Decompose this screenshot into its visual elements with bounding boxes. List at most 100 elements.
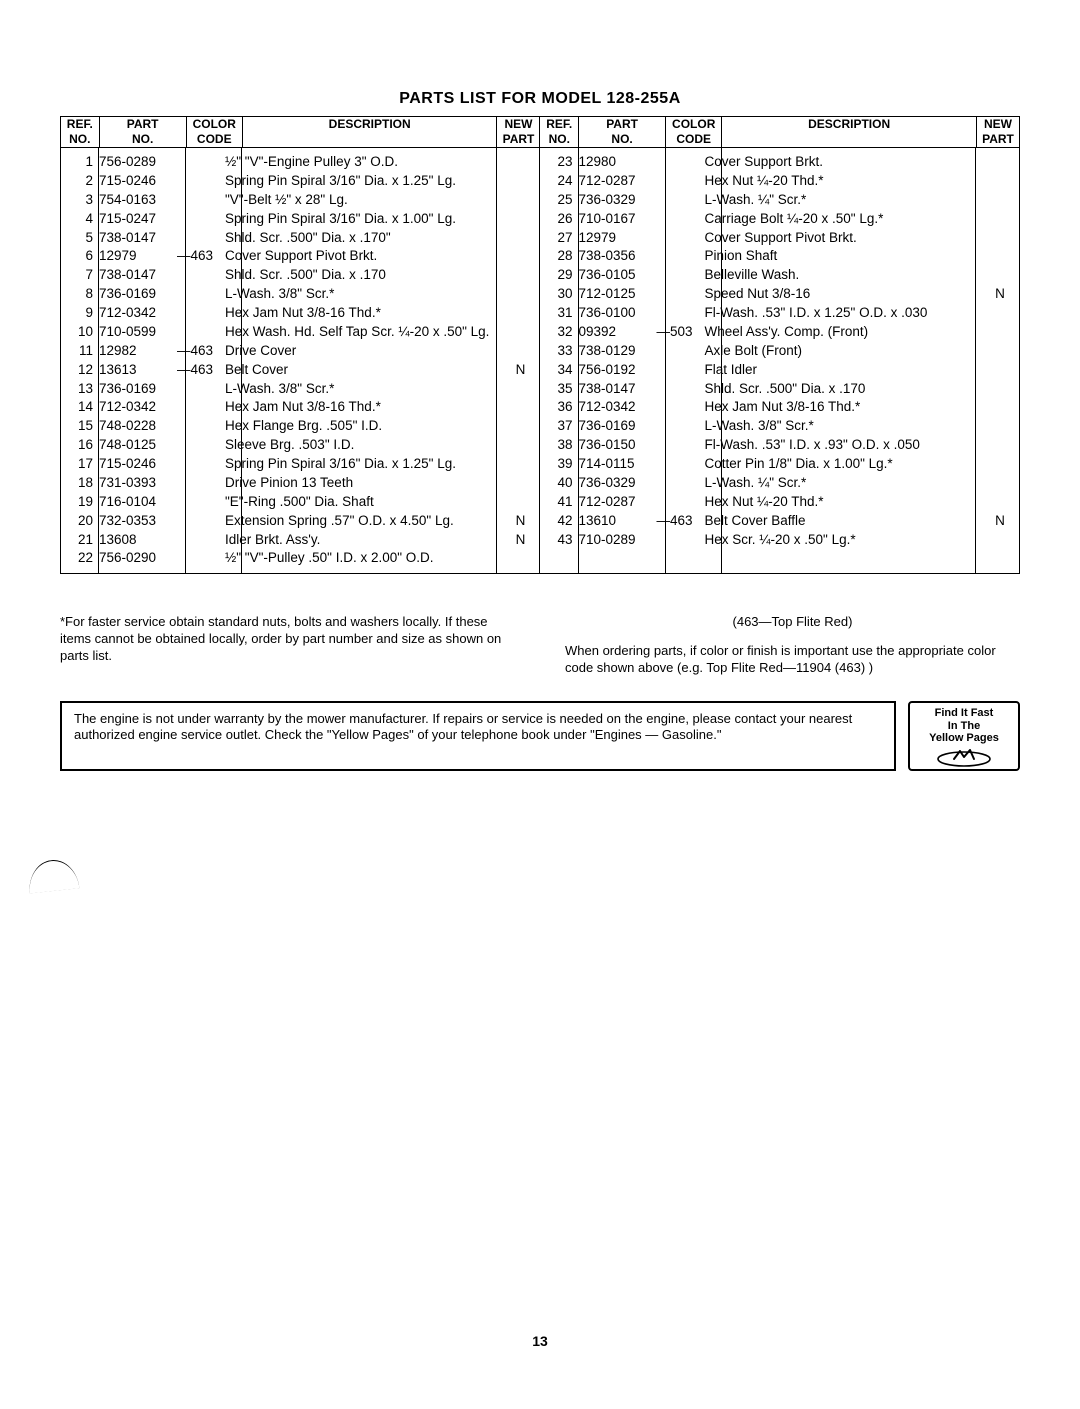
cell-new: [503, 418, 537, 435]
cell-color: [177, 456, 223, 473]
cell-ref: 11: [63, 343, 97, 360]
cell-part: 710-0599: [99, 324, 175, 341]
cell-new: [503, 494, 537, 511]
cell-color: [656, 399, 702, 416]
cell-desc: Wheel Ass'y. Comp. (Front): [704, 324, 981, 341]
cell-desc: Hex Nut ¼-20 Thd.*: [704, 173, 981, 190]
cell-desc: Cover Support Pivot Brkt.: [704, 230, 981, 247]
cell-color: [177, 513, 223, 530]
cell-desc: L-Wash. 3/8" Scr.*: [225, 286, 501, 303]
cell-new: [983, 494, 1017, 511]
cell-desc: Spring Pin Spiral 3/16" Dia. x 1.25" Lg.: [225, 456, 501, 473]
cell-ref: 32: [542, 324, 576, 341]
color-code-note: (463—Top Flite Red): [565, 614, 1020, 631]
yellow-pages-badge: Find It Fast In The Yellow Pages: [908, 701, 1020, 771]
cell-ref: 28: [542, 248, 576, 265]
cell-color: [177, 418, 223, 435]
cell-ref: 5: [63, 230, 97, 247]
cell-ref: 2: [63, 173, 97, 190]
cell-color: [656, 418, 702, 435]
cell-color: [656, 381, 702, 398]
cell-color: [656, 286, 702, 303]
cell-ref: 26: [542, 211, 576, 228]
cell-new: [503, 192, 537, 209]
hdr-ref-1: REF.NO.: [61, 117, 100, 148]
cell-color: [177, 230, 223, 247]
cell-color: [656, 267, 702, 284]
table-row: 15748-0228Hex Flange Brg. .505" I.D.: [63, 418, 537, 435]
cell-ref: 43: [542, 532, 576, 549]
table-row: 16748-0125 Sleeve Brg. .503" I.D.: [63, 437, 537, 454]
cell-new: [983, 381, 1017, 398]
cell-ref: 24: [542, 173, 576, 190]
cell-new: [503, 324, 537, 341]
cell-color: [656, 362, 702, 379]
column-rule: [665, 148, 666, 574]
table-row: 29736-0105Belleville Wash.: [542, 267, 1017, 284]
cell-part: 756-0290: [99, 550, 175, 567]
cell-part: 712-0342: [578, 399, 654, 416]
table-row: 4213610—463Belt Cover BaffleN: [542, 513, 1017, 530]
column-rule: [98, 148, 99, 574]
footnotes: *For faster service obtain standard nuts…: [60, 614, 1020, 677]
cell-color: [656, 248, 702, 265]
cell-new: [503, 343, 537, 360]
cell-ref: 22: [63, 550, 97, 567]
cell-part: 09392: [578, 324, 654, 341]
table-row: 5738-0147Shld. Scr. .500" Dia. x .170": [63, 230, 537, 247]
cell-new: [983, 362, 1017, 379]
cell-desc: Sleeve Brg. .503" I.D.: [225, 437, 501, 454]
cell-color: [656, 192, 702, 209]
table-row: 13736-0169L-Wash. 3/8" Scr.*: [63, 381, 537, 398]
cell-new: [983, 418, 1017, 435]
table-row: 26710-0167Carriage Bolt ¼-20 x .50" Lg.*: [542, 211, 1017, 228]
cell-new: [503, 456, 537, 473]
cell-part: 748-0125: [99, 437, 175, 454]
table-row: 31736-0100Fl-Wash. .53" I.D. x 1.25" O.D…: [542, 305, 1017, 322]
cell-desc: Carriage Bolt ¼-20 x .50" Lg.*: [704, 211, 981, 228]
table-row: 612979—463Cover Support Pivot Brkt.: [63, 248, 537, 265]
cell-color: [177, 154, 223, 171]
hdr-desc-2: DESCRIPTION: [722, 117, 977, 148]
hdr-color-1: COLORCODE: [186, 117, 242, 148]
cell-desc: Shld. Scr. .500" Dia. x .170: [225, 267, 501, 284]
cell-color: [656, 343, 702, 360]
table-row: 40736-0329L-Wash. ¼" Scr.*: [542, 475, 1017, 492]
cell-new: [983, 211, 1017, 228]
cell-color: [656, 532, 702, 549]
cell-desc: Cotter Pin 1/8" Dia. x 1.00" Lg.*: [704, 456, 981, 473]
footnote-right: When ordering parts, if color or finish …: [565, 643, 1020, 677]
column-rule: [496, 148, 497, 574]
table-row: 39714-0115Cotter Pin 1/8" Dia. x 1.00" L…: [542, 456, 1017, 473]
cell-color: [656, 154, 702, 171]
cell-ref: 27: [542, 230, 576, 247]
cell-new: [983, 343, 1017, 360]
cell-desc: Belt Cover: [225, 362, 501, 379]
table-row: 43710-0289Hex Scr. ¼-20 x .50" Lg.*: [542, 532, 1017, 549]
cell-part: 736-0105: [578, 267, 654, 284]
cell-new: [503, 475, 537, 492]
cell-color: [177, 494, 223, 511]
cell-desc: L-Wash. 3/8" Scr.*: [704, 418, 981, 435]
cell-ref: 6: [63, 248, 97, 265]
cell-part: 12980: [578, 154, 654, 171]
cell-part: 12979: [578, 230, 654, 247]
table-row: 25736-0329L-Wash. ¼" Scr.*: [542, 192, 1017, 209]
cell-desc: Hex Jam Nut 3/8-16 Thd.*: [704, 399, 981, 416]
cell-ref: 31: [542, 305, 576, 322]
column-rule: [241, 148, 242, 574]
cell-ref: 16: [63, 437, 97, 454]
cell-ref: 7: [63, 267, 97, 284]
cell-part: 756-0289: [99, 154, 175, 171]
cell-part: 738-0147: [578, 381, 654, 398]
cell-desc: Cover Support Pivot Brkt.: [225, 248, 501, 265]
cell-ref: 37: [542, 418, 576, 435]
cell-part: 738-0129: [578, 343, 654, 360]
cell-new: [983, 154, 1017, 171]
cell-desc: "E"-Ring .500" Dia. Shaft: [225, 494, 501, 511]
cell-desc: L-Wash. 3/8" Scr.*: [225, 381, 501, 398]
table-row: 36712-0342Hex Jam Nut 3/8-16 Thd.*: [542, 399, 1017, 416]
yellow-l3: Yellow Pages: [914, 732, 1014, 745]
cell-part: 12982: [99, 343, 175, 360]
table-row: 2715-0246Spring Pin Spiral 3/16" Dia. x …: [63, 173, 537, 190]
